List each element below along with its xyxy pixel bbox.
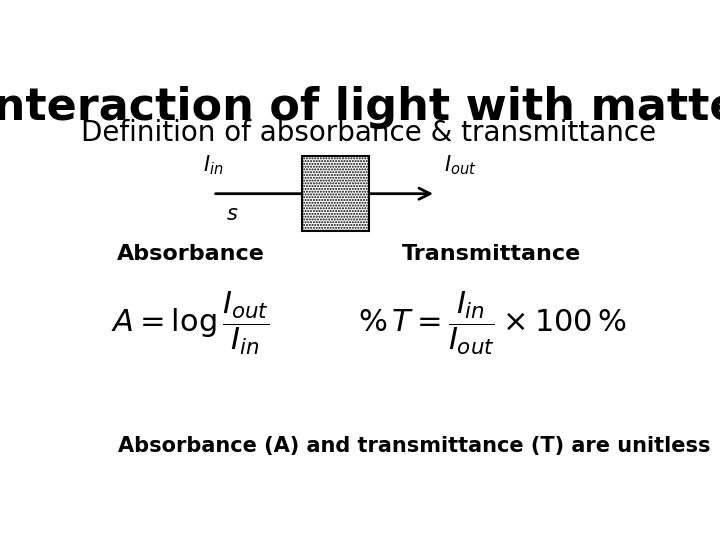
Text: Absorbance (A) and transmittance (T) are unitless: Absorbance (A) and transmittance (T) are…: [118, 436, 711, 456]
Text: $I_{out}$: $I_{out}$: [444, 153, 477, 177]
Bar: [302, 156, 369, 231]
Text: $A = \log\dfrac{I_{out}}{I_{in}}$: $A = \log\dfrac{I_{out}}{I_{in}}$: [112, 289, 269, 357]
Text: $I_{in}$: $I_{in}$: [202, 153, 223, 177]
Text: Definition of absorbance & transmittance: Definition of absorbance & transmittance: [81, 119, 657, 147]
Text: $s$: $s$: [226, 204, 238, 224]
Text: Absorbance: Absorbance: [117, 244, 264, 264]
Text: $\% \, T = \dfrac{I_{in}}{I_{out}} \times 100 \, \%$: $\% \, T = \dfrac{I_{in}}{I_{out}} \time…: [358, 289, 626, 357]
Text: Interaction of light with matter: Interaction of light with matter: [0, 85, 720, 129]
Text: Transmittance: Transmittance: [402, 244, 581, 264]
